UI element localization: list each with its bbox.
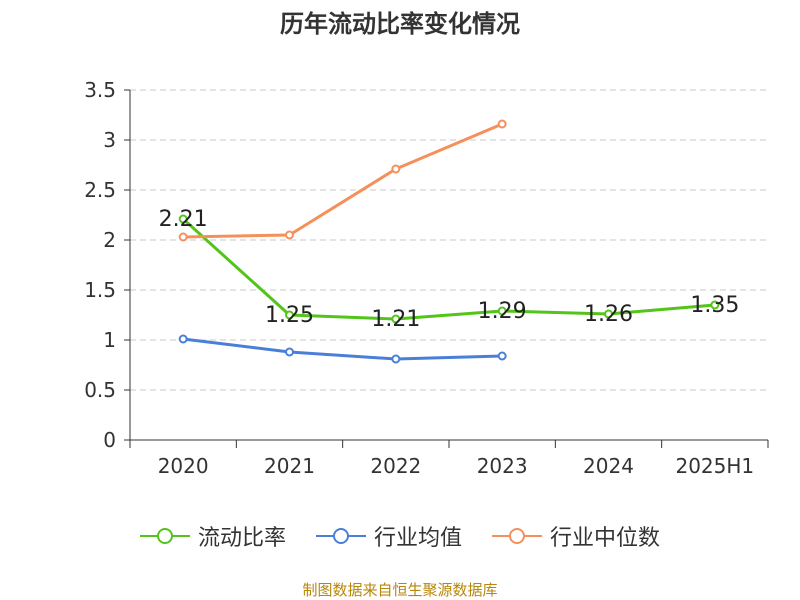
data-point — [604, 309, 613, 319]
data-point — [178, 232, 188, 242]
data-point — [710, 300, 720, 310]
legend-label: 行业中位数 — [550, 526, 661, 551]
data-label: 1.21 — [371, 307, 420, 332]
data-label: 2.21 — [159, 207, 208, 232]
y-tick-label: 1 — [103, 328, 116, 352]
legend-item-industry-mean[interactable]: 行业均值 — [315, 520, 462, 552]
legend-swatch-icon — [315, 528, 366, 544]
legend-swatch-icon — [492, 528, 542, 544]
data-point — [285, 230, 294, 240]
data-point — [391, 314, 401, 324]
series-lines — [178, 119, 720, 364]
series-line-2 — [183, 122, 503, 239]
data-point — [285, 310, 294, 320]
y-tick-label: 1.5 — [84, 278, 116, 302]
series-line-0 — [182, 217, 715, 321]
data-labels: 2.21 1.25 1.21 1.29 1.26 1.35 — [159, 207, 740, 332]
x-tick-label: 2025H1 — [675, 454, 754, 478]
series-line-1 — [183, 337, 503, 361]
data-point — [178, 214, 188, 224]
legend-item-current-ratio[interactable]: 流动比率 — [139, 520, 286, 552]
data-point — [285, 347, 294, 357]
y-tick-label: 2.5 — [84, 178, 116, 202]
x-tick-label: 2020 — [158, 454, 209, 478]
data-label: 1.35 — [690, 293, 739, 318]
data-point — [497, 351, 507, 361]
data-point — [497, 306, 507, 316]
y-tick-label: 0 — [103, 428, 116, 452]
x-tick-label: 2022 — [370, 454, 421, 478]
x-tick-label: 2024 — [583, 454, 634, 478]
legend: 流动比率 行业均值 行业中位数 — [0, 520, 800, 552]
x-tick-label: 2021 — [264, 454, 315, 478]
data-label: 1.29 — [478, 299, 527, 324]
y-tick-label: 3.5 — [84, 78, 116, 102]
y-tick-label: 3 — [103, 128, 116, 152]
legend-label: 行业均值 — [373, 526, 462, 551]
x-tick-label: 2023 — [477, 454, 528, 478]
y-tick-label: 2 — [103, 228, 116, 252]
data-point — [497, 119, 507, 129]
legend-item-industry-median[interactable]: 行业中位数 — [492, 520, 660, 552]
y-tick-label: 0.5 — [84, 378, 116, 402]
legend-swatch-icon — [139, 528, 190, 544]
data-point — [391, 164, 401, 174]
data-label: 1.26 — [584, 302, 633, 327]
chart-title: 历年流动比率变化情况 — [280, 10, 520, 38]
data-point — [391, 354, 401, 364]
axes: 0 0.5 1 1.5 2 2.5 3 3.5 2020 2021 2022 2023 2024 2025… — [84, 78, 769, 478]
data-point — [178, 334, 188, 344]
legend-label: 流动比率 — [197, 526, 286, 551]
data-label: 1.25 — [265, 303, 314, 328]
source-note: 制图数据来自恒生聚源数据库 — [302, 581, 498, 599]
gridlines — [130, 89, 768, 391]
